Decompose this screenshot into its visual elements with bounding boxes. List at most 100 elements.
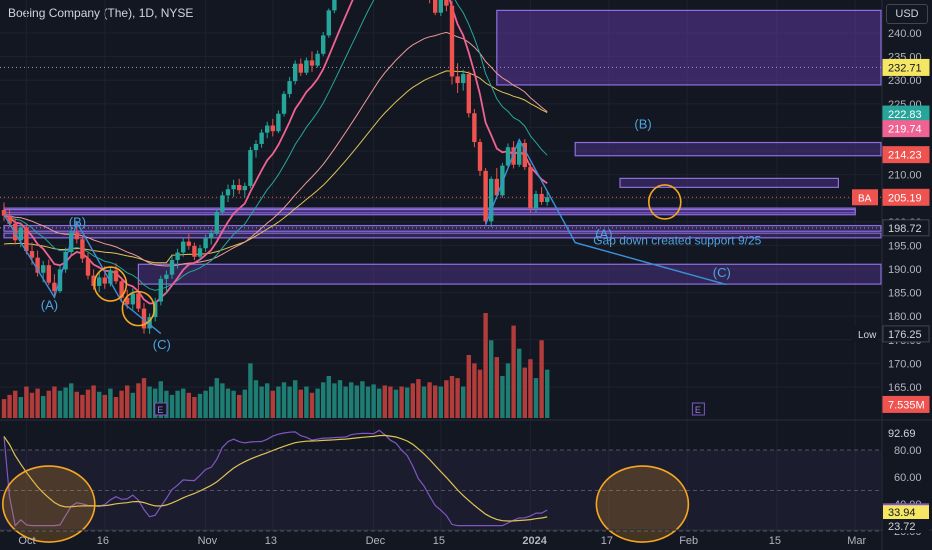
volume-bar (281, 382, 287, 418)
volume-bar (365, 386, 371, 418)
volume-bar (7, 394, 12, 418)
rsi-highlight-circle (595, 465, 690, 543)
volume-bar (539, 340, 544, 418)
price-tick-label: 195.00 (888, 240, 922, 252)
candle-body (225, 189, 231, 196)
volume-bar (511, 325, 516, 418)
candle-body (141, 308, 147, 329)
candle-body (209, 233, 214, 239)
volume-bar (248, 363, 253, 418)
candle-body (186, 241, 191, 246)
volume-bar (393, 389, 399, 418)
volume-bar (57, 390, 63, 418)
candle-body (494, 178, 499, 196)
candle-body (164, 274, 169, 279)
candle-body (35, 257, 40, 273)
candle-body (1, 210, 7, 216)
elliott-wave-line (484, 138, 727, 286)
candle-body (511, 147, 516, 165)
time-tick-label: 15 (433, 535, 445, 547)
volume-bar (186, 392, 191, 418)
volume-bar (533, 378, 539, 418)
ema-fast-line (3, 0, 548, 305)
volume-bar (298, 389, 303, 418)
candle-body (169, 260, 175, 275)
volume-bar (483, 313, 488, 418)
volume-bar (382, 385, 387, 418)
candle-body (125, 297, 130, 305)
volume-bar (472, 363, 477, 418)
candle-body (309, 60, 315, 66)
volume-bar (24, 386, 29, 418)
volume-bar (489, 340, 494, 418)
volume-bar (461, 386, 466, 418)
volume-bar (494, 357, 499, 418)
volume-bar (192, 397, 197, 418)
candle-body (281, 93, 287, 114)
volume-bar (136, 383, 141, 418)
candle-body (52, 282, 57, 292)
candle-body (130, 293, 135, 305)
volume-bar (13, 390, 18, 418)
volume-bar (337, 380, 343, 418)
candle-body (270, 125, 275, 132)
supply-demand-zone (574, 141, 882, 157)
candle-body (253, 143, 259, 151)
volume-bar (169, 394, 175, 418)
price-label-value: 219.74 (888, 124, 922, 136)
volume-bar (181, 388, 186, 418)
candle-body (248, 150, 253, 186)
volume-bar (119, 390, 124, 418)
earnings-icon (691, 402, 705, 416)
elliott-wave-line (3, 214, 162, 335)
price-label-value: 7.535M (888, 399, 925, 411)
candle-body (113, 270, 119, 282)
candle-body (489, 178, 494, 222)
candle-body (80, 239, 85, 259)
earnings-label: E (695, 405, 701, 415)
candle-body (192, 245, 197, 257)
volume-bar (113, 397, 119, 418)
price-tick-label: 230.00 (888, 75, 922, 87)
price-tick-label: 210.00 (888, 170, 922, 182)
candle-body (97, 277, 102, 286)
supply-demand-zone (3, 208, 856, 216)
price-label-value: 205.19 (888, 192, 922, 204)
rsi-tick-label: 80.00 (894, 445, 922, 457)
price-tick-label: 190.00 (888, 264, 922, 276)
candle-body (438, 0, 443, 13)
candle-body (528, 167, 533, 209)
volume-bar (477, 369, 483, 418)
currency-button[interactable]: USD (886, 4, 928, 24)
candle-body (158, 278, 163, 302)
volume-bar (35, 388, 40, 418)
earnings-icon (154, 402, 168, 416)
volume-bar (74, 391, 79, 418)
volume-bar (293, 380, 298, 418)
volume-bar (52, 386, 57, 418)
price-label-box (882, 325, 930, 343)
volume-bar (522, 367, 527, 418)
volume-bar (371, 384, 376, 418)
volume-bar (225, 388, 231, 418)
price-flag (852, 325, 878, 342)
candle-body (203, 238, 208, 249)
volume-bar (421, 386, 427, 418)
volume-bar (388, 386, 393, 418)
volume-bar (410, 383, 415, 418)
rsi-label-value: 33.94 (888, 507, 916, 519)
volume-bar (220, 383, 225, 418)
rsi-label-value: 92.69 (888, 428, 916, 440)
price-label-box (882, 395, 930, 413)
volume-bar (1, 399, 7, 418)
volume-bar (399, 386, 404, 418)
highlight-circle (647, 184, 682, 220)
candle-body (321, 35, 326, 54)
volume-bar (349, 382, 354, 418)
price-flag-label: Low (858, 330, 877, 341)
candle-body (466, 74, 471, 114)
wave-label: (B) (69, 215, 86, 230)
volume-bar (203, 390, 208, 418)
volume-bar (343, 386, 348, 418)
